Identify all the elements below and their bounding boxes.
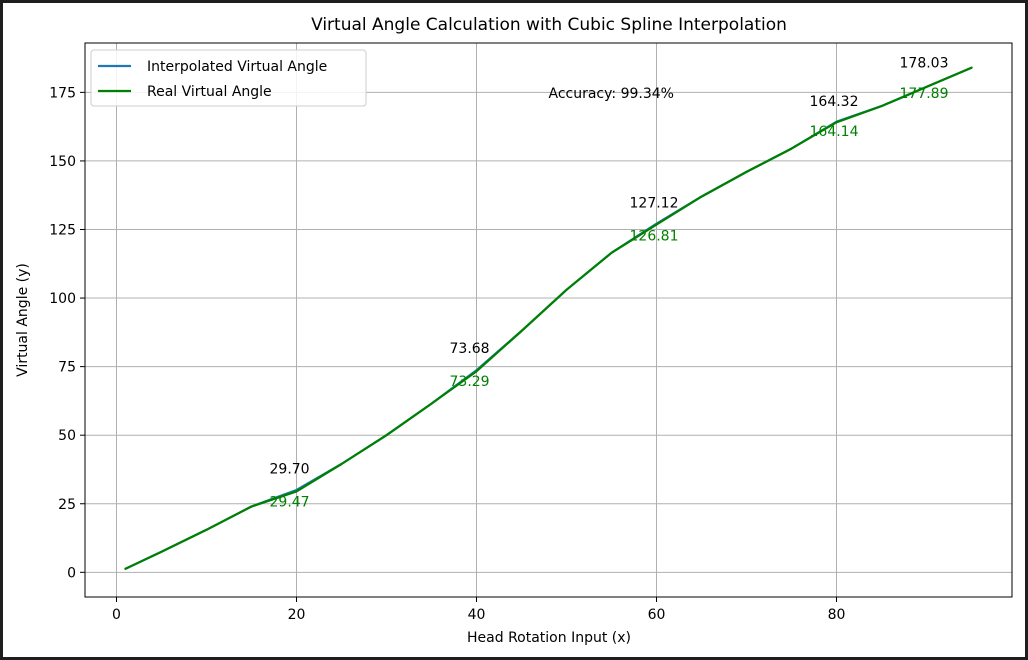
y-tick-label: 25 [58, 497, 76, 513]
x-tick-label: 60 [648, 607, 666, 623]
x-axis-label: Head Rotation Input (x) [467, 630, 631, 646]
y-tick-label: 50 [58, 428, 76, 444]
annotation-label: 73.68 [450, 341, 490, 357]
x-tick-label: 80 [828, 607, 846, 623]
y-tick-label: 125 [49, 222, 76, 238]
legend: Interpolated Virtual Angle Real Virtual A… [90, 49, 367, 107]
chart-svg: Virtual Angle Calculation with Cubic Spl… [15, 15, 1013, 646]
annotations: 29.70 29.47 73.68 73.29 127.12 126.81 164.32 16… [270, 56, 949, 511]
series-line-2 [124, 66, 973, 570]
annotation-label: Accuracy: 99.34% [549, 86, 674, 102]
chart-title: Virtual Angle Calculation with Cubic Spl… [311, 15, 787, 35]
annotation-label: 29.70 [270, 462, 310, 478]
legend-label: Real Virtual Angle [147, 84, 272, 100]
annotation-label: 164.32 [810, 94, 859, 110]
y-axis-label: Virtual Angle (y) [15, 263, 31, 377]
annotation-label: 178.03 [900, 56, 949, 72]
series-layer [124, 66, 973, 570]
annotation-label: 177.89 [900, 86, 949, 102]
chart-frame: Virtual Angle Calculation with Cubic Spl… [3, 3, 1025, 657]
y-tick-label: 75 [58, 360, 76, 376]
grid [85, 43, 1012, 597]
x-tick-label: 20 [288, 607, 306, 623]
y-tick-label: 100 [49, 291, 76, 307]
annotation-label: 126.81 [630, 228, 679, 244]
legend-label: Interpolated Virtual Angle [147, 59, 327, 75]
plot-border [84, 42, 1013, 598]
y-tick-label: 150 [49, 154, 76, 170]
y-tick-label: 0 [67, 565, 76, 581]
plot-area [85, 43, 1012, 597]
legend-box [90, 49, 367, 107]
annotation-label: 73.29 [450, 374, 490, 390]
annotation-label: 164.14 [810, 124, 859, 140]
x-tick-label: 0 [112, 607, 121, 623]
annotation-label: 29.47 [270, 494, 310, 510]
ticks: 0 20 40 60 80 0 25 50 75 100 125 150 175 [49, 85, 845, 623]
y-tick-label: 175 [49, 85, 76, 101]
x-tick-label: 40 [468, 607, 486, 623]
annotation-label: 127.12 [630, 196, 679, 212]
